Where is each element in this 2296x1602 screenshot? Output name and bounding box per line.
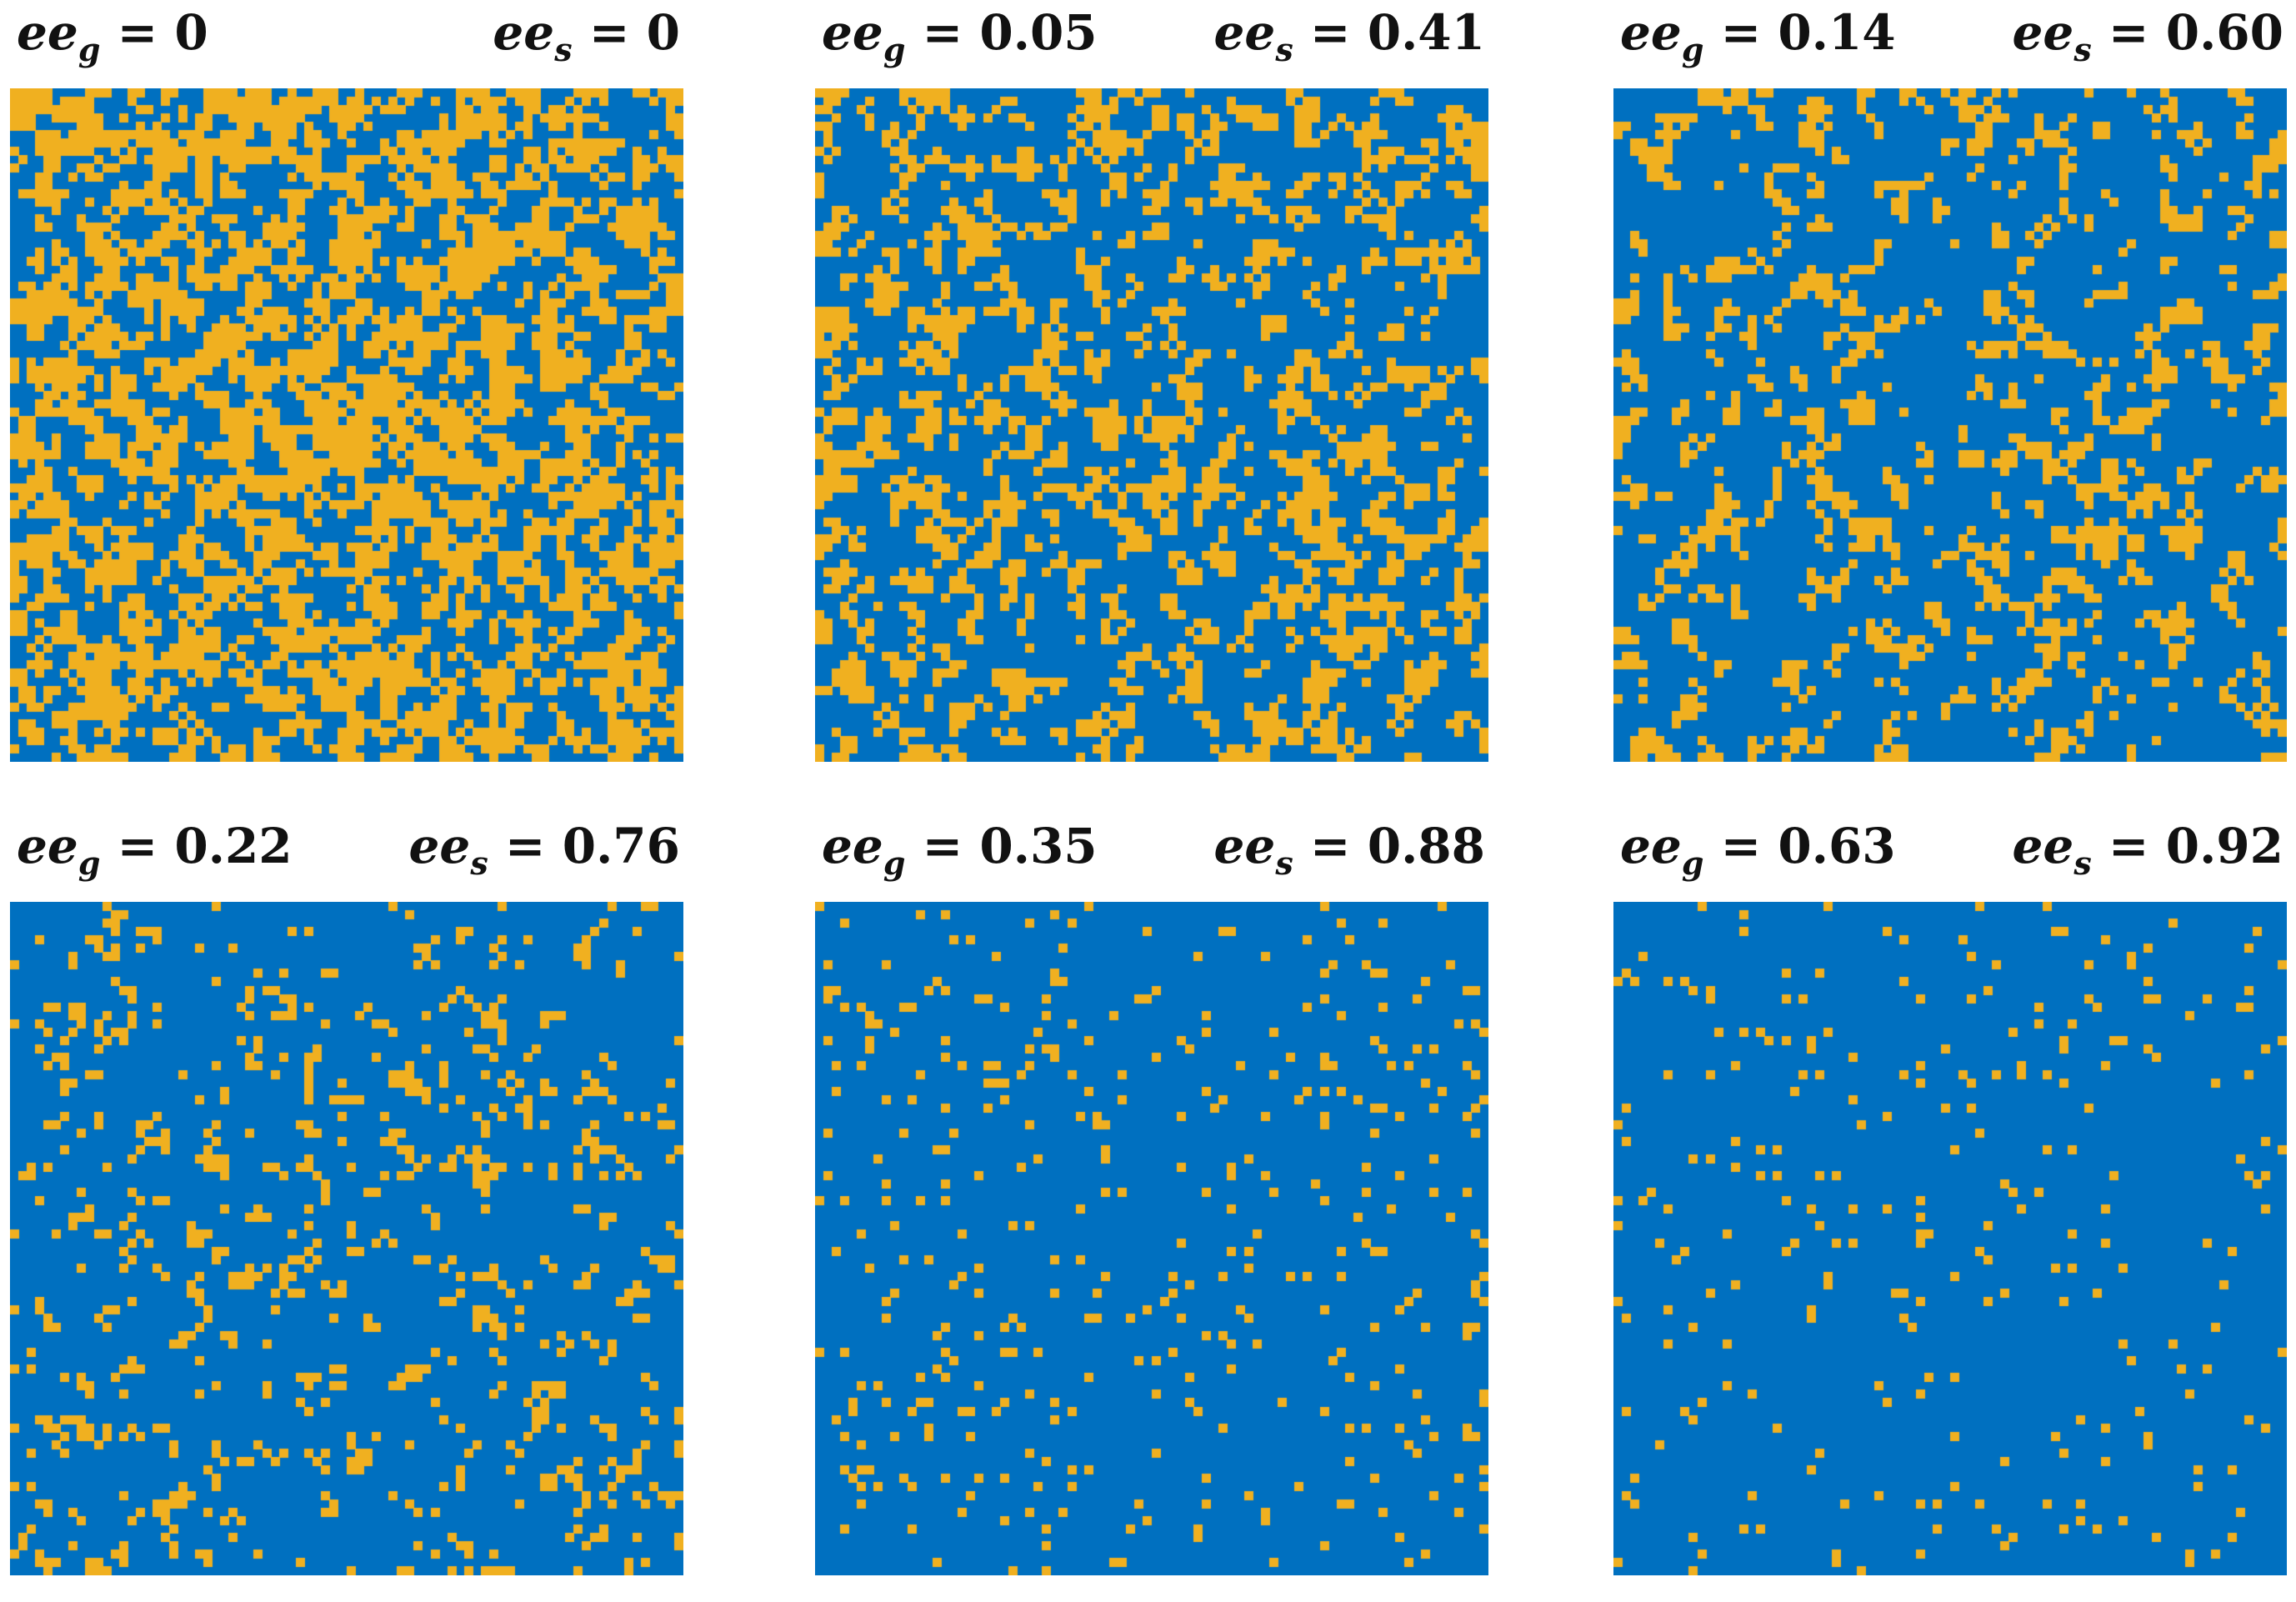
eeg-label: eeg = 0.05: [822, 4, 1098, 68]
panel-5: eeg = 0.35 ees = 0.88: [815, 822, 1488, 1575]
eeg-label: eeg = 0.35: [822, 818, 1098, 882]
eeg-label: eeg = 0.63: [1620, 818, 1896, 882]
panel-header: eeg = 0.22 ees = 0.76: [10, 822, 683, 902]
lattice-grid: [10, 88, 683, 762]
ees-label: ees = 0.60: [2012, 4, 2284, 68]
ees-label: ees = 0.88: [1213, 818, 1486, 882]
panel-4: eeg = 0.22 ees = 0.76: [10, 822, 683, 1575]
panel-header: eeg = 0.63 ees = 0.92: [1613, 822, 2287, 902]
eeg-label: eeg = 0: [17, 4, 208, 68]
ees-label: ees = 0.41: [1213, 4, 1486, 68]
lattice-grid: [10, 902, 683, 1575]
lattice-grid: [815, 902, 1488, 1575]
panel-6: eeg = 0.63 ees = 0.92: [1613, 822, 2287, 1575]
ees-label: ees = 0.76: [408, 818, 681, 882]
ees-label: ees = 0.92: [2012, 818, 2284, 882]
lattice-grid: [815, 88, 1488, 762]
panel-header: eeg = 0.35 ees = 0.88: [815, 822, 1488, 902]
eeg-label: eeg = 0.22: [17, 818, 293, 882]
lattice-grid: [1613, 88, 2287, 762]
ees-label: ees = 0: [493, 4, 680, 68]
panel-header: eeg = 0.05 ees = 0.41: [815, 8, 1488, 88]
panel-header: eeg = 0 ees = 0: [10, 8, 683, 88]
lattice-grid: [1613, 902, 2287, 1575]
panel-2: eeg = 0.05 ees = 0.41: [815, 8, 1488, 762]
panel-header: eeg = 0.14 ees = 0.60: [1613, 8, 2287, 88]
panel-3: eeg = 0.14 ees = 0.60: [1613, 8, 2287, 762]
eeg-label: eeg = 0.14: [1620, 4, 1896, 68]
panel-1: eeg = 0 ees = 0: [10, 8, 683, 762]
